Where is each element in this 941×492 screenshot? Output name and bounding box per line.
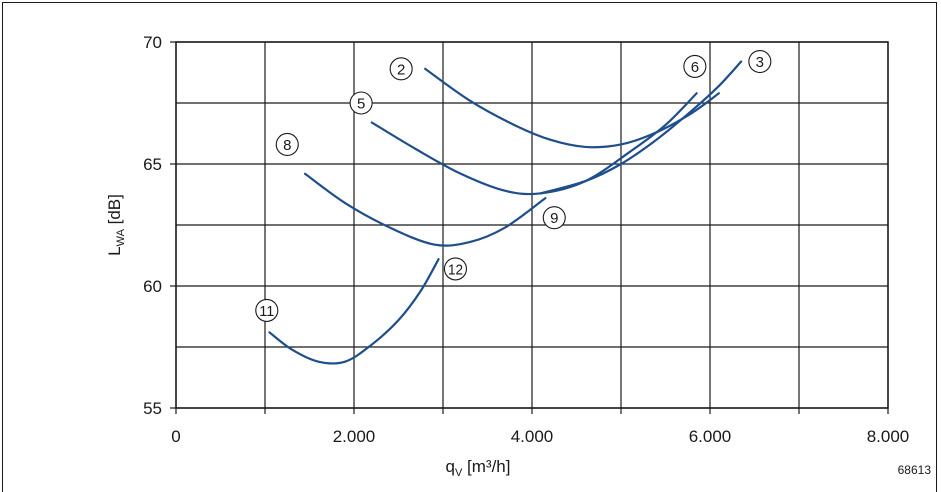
grid: [170, 41, 889, 414]
x-tick-label: 8.000: [867, 427, 910, 446]
marker-label: 8: [283, 137, 291, 154]
curve-2: [424, 67, 720, 149]
figure-id: 68613: [898, 463, 932, 477]
curves: [268, 60, 743, 365]
y-axis-label: LWA [dB]: [105, 194, 127, 256]
x-tick-label: 2.000: [333, 427, 376, 446]
curve-marker-2: 2: [389, 57, 413, 81]
x-axis-label: qV [m³/h]: [446, 457, 511, 479]
marker-label: 12: [448, 261, 463, 278]
x-tick-label: 6.000: [689, 427, 732, 446]
marker-circle: [748, 49, 772, 74]
curve-markers: 2 3 5 6 8 9 11 12: [255, 49, 772, 322]
marker-label: 6: [691, 59, 699, 76]
curve-3: [539, 60, 743, 195]
marker-circle: [275, 132, 299, 157]
marker-circle: [255, 298, 279, 322]
curve-marker-5: 5: [349, 91, 373, 115]
marker-circle: [542, 206, 566, 230]
curve-marker-6: 6: [683, 54, 707, 78]
marker-circle: [389, 57, 413, 81]
y-tick-label: 60: [143, 277, 162, 296]
marker-label: 3: [756, 54, 764, 71]
y-tick-label: 70: [143, 33, 162, 52]
curve-8: [303, 172, 547, 247]
curve-marker-8: 8: [275, 132, 299, 157]
curve-11: [268, 258, 440, 365]
x-tick-label: 4.000: [511, 427, 554, 446]
x-tick-label: 0: [171, 427, 180, 446]
marker-circle: [443, 257, 468, 281]
marker-label: 9: [550, 210, 558, 227]
marker-circle: [349, 91, 373, 115]
curve-marker-11: 11: [255, 298, 279, 322]
curve-marker-12: 12: [443, 257, 468, 281]
y-tick-label: 55: [143, 399, 162, 418]
curve-marker-3: 3: [748, 49, 772, 74]
curve-marker-9: 9: [542, 206, 566, 230]
marker-circle: [683, 54, 707, 78]
marker-label: 11: [259, 303, 274, 320]
marker-label: 5: [357, 96, 365, 113]
marker-label: 2: [397, 61, 405, 78]
y-tick-label: 65: [143, 155, 162, 174]
curve-5: [370, 92, 698, 196]
